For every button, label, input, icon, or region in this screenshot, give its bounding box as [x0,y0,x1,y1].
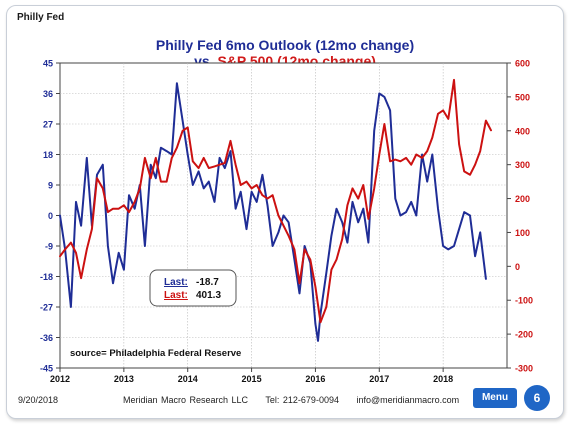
last-label-blue: Last: [164,277,188,288]
x-tick-label: 2015 [242,374,262,384]
footer-date: 9/20/2018 [18,395,59,405]
last-value-red: 401.3 [196,290,221,301]
left-tick-label: -27 [40,303,53,313]
left-tick-label: 45 [43,59,53,69]
series-line-sp500 [59,78,492,324]
last-label-red: Last: [164,290,188,301]
last-value-blue: -18.7 [196,277,219,288]
left-tick-label: 18 [43,150,53,160]
left-tick-label: 36 [43,89,53,99]
source-note: source= Philadelphia Federal Reserve [70,348,241,359]
right-tick-label: 400 [515,126,530,136]
left-tick-label: 27 [43,120,53,130]
footer-info: Meridian Macro Research LLC Tel: 212-679… [123,395,459,405]
right-tick-label: 300 [515,160,530,170]
right-tick-label: -100 [515,296,533,306]
x-tick-label: 2013 [114,374,134,384]
x-tick-label: 2017 [369,374,389,384]
x-tick-label: 2018 [433,374,453,384]
series-line-philly-fed [59,82,487,342]
left-tick-label: 9 [48,181,53,191]
footer-email: info@meridianmacro.com [356,395,460,405]
last-value-box: Last: -18.7 Last: 401.3 [149,269,237,307]
slide-tag: Philly Fed [17,12,65,23]
left-tick-label: -9 [45,242,53,252]
x-tick-label: 2012 [50,374,70,384]
left-tick-label: -45 [40,364,53,374]
left-tick-label: -18 [40,272,53,282]
grid-lines [60,63,507,368]
x-axis-ticks: 2012 2013 2014 2015 2016 2017 2018 [50,368,453,384]
right-tick-label: -200 [515,330,533,340]
left-tick-label: 0 [48,211,53,221]
x-tick-label: 2016 [305,374,325,384]
left-tick-label: -36 [40,333,53,343]
right-axis-ticks: -300 -200 -100 0 100 200 300 400 500 600 [507,59,533,374]
footer-company: Meridian Macro Research LLC [123,395,249,405]
right-tick-label: 100 [515,228,530,238]
menu-button[interactable]: Menu [473,388,517,408]
right-tick-label: 600 [515,59,530,69]
page-number-badge[interactable]: 6 [524,385,550,411]
series-layer [59,78,492,342]
right-tick-label: -300 [515,364,533,374]
left-axis-ticks: -45 -36 -27 -18 -9 0 9 18 27 36 45 [40,59,60,374]
chart-title-line1: Philly Fed 6mo Outlook (12mo change) [155,37,415,53]
x-tick-label: 2014 [178,374,198,384]
right-tick-label: 500 [515,92,530,102]
footer-tel: Tel: 212-679-0094 [265,395,339,405]
right-tick-label: 200 [515,194,530,204]
right-tick-label: 0 [515,262,520,272]
